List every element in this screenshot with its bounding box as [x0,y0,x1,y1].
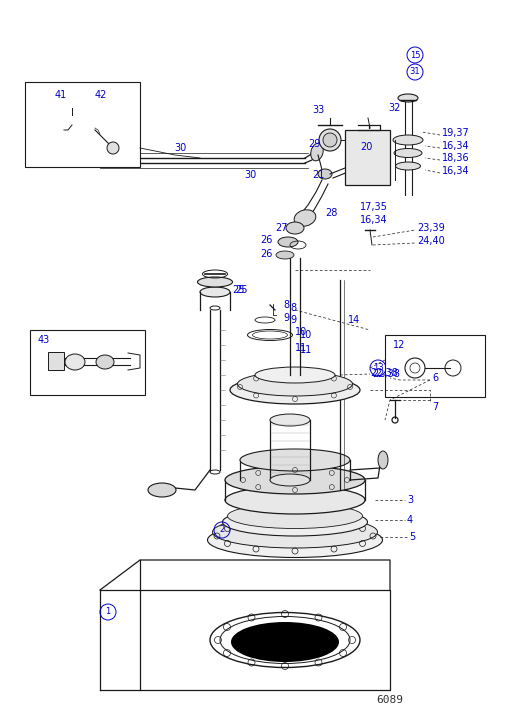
Text: 26: 26 [260,235,272,245]
Text: 11: 11 [295,343,307,353]
Text: 2: 2 [220,526,225,534]
Bar [385,335,485,397]
Text: 6089: 6089 [377,695,404,705]
Text: 24,40: 24,40 [417,236,445,246]
Text: 4: 4 [407,515,413,525]
Text: 32: 32 [388,103,400,113]
Text: 8: 8 [290,303,296,313]
Ellipse shape [270,414,310,426]
Text: 33: 33 [312,105,324,115]
Text: 30: 30 [244,170,256,180]
Text: 29: 29 [308,139,321,149]
Ellipse shape [323,133,337,147]
Ellipse shape [378,451,388,469]
Text: 41: 41 [55,90,67,100]
Text: 5: 5 [409,532,415,542]
Text: 25: 25 [235,285,247,295]
Text: 26: 26 [260,249,272,259]
Ellipse shape [318,169,332,179]
Text: 22,38: 22,38 [372,369,400,379]
Bar [48,352,64,370]
Text: 43: 43 [38,335,50,345]
Ellipse shape [200,287,230,297]
Text: 3: 3 [407,495,413,505]
Ellipse shape [225,486,365,514]
Ellipse shape [96,355,114,369]
Text: 27: 27 [275,223,287,233]
Ellipse shape [270,474,310,486]
Text: 9: 9 [290,315,296,325]
Bar [30,330,145,395]
Ellipse shape [396,162,421,170]
Ellipse shape [231,622,339,662]
Ellipse shape [255,367,335,383]
Text: 15: 15 [410,50,420,60]
Text: 10: 10 [300,330,312,340]
Text: 10: 10 [295,327,307,337]
Text: 7: 7 [432,402,438,412]
Text: 20: 20 [360,142,372,152]
Ellipse shape [227,503,363,528]
Ellipse shape [148,483,176,497]
Ellipse shape [207,523,383,557]
Ellipse shape [225,466,365,494]
Ellipse shape [286,222,304,234]
Text: 8: 8 [283,300,289,310]
Text: 19,37: 19,37 [442,128,470,138]
Text: 30: 30 [174,143,186,153]
Ellipse shape [223,508,367,536]
Text: 23,39: 23,39 [417,223,445,233]
Text: 42: 42 [95,90,107,100]
Text: 18,36: 18,36 [442,153,469,163]
Ellipse shape [65,354,85,370]
Bar [345,130,390,185]
Ellipse shape [294,210,316,226]
Ellipse shape [230,376,360,404]
Bar [25,82,140,167]
Text: 21: 21 [312,170,324,180]
Ellipse shape [319,129,341,151]
Text: 25: 25 [232,285,245,295]
Text: 16,34: 16,34 [442,141,469,151]
Text: 16,34: 16,34 [360,215,388,225]
Ellipse shape [198,277,232,287]
Text: 17,35: 17,35 [360,202,388,212]
Ellipse shape [238,372,352,396]
Ellipse shape [278,237,298,247]
Text: 28: 28 [325,208,338,218]
Ellipse shape [240,449,350,471]
Text: 31: 31 [410,68,420,76]
Ellipse shape [393,135,423,145]
Text: 13: 13 [372,364,383,372]
Text: 12: 12 [393,340,405,350]
Text: 11: 11 [300,345,312,355]
Text: 6: 6 [432,373,438,383]
Ellipse shape [394,148,422,158]
Text: 16,34: 16,34 [442,166,469,176]
Ellipse shape [276,251,294,259]
Text: 14: 14 [348,315,360,325]
Text: 9: 9 [283,313,289,323]
Text: 22,38: 22,38 [370,368,398,378]
Ellipse shape [398,94,418,102]
Circle shape [107,142,119,154]
Text: 1: 1 [105,608,111,616]
Ellipse shape [212,516,378,548]
Ellipse shape [311,143,323,161]
